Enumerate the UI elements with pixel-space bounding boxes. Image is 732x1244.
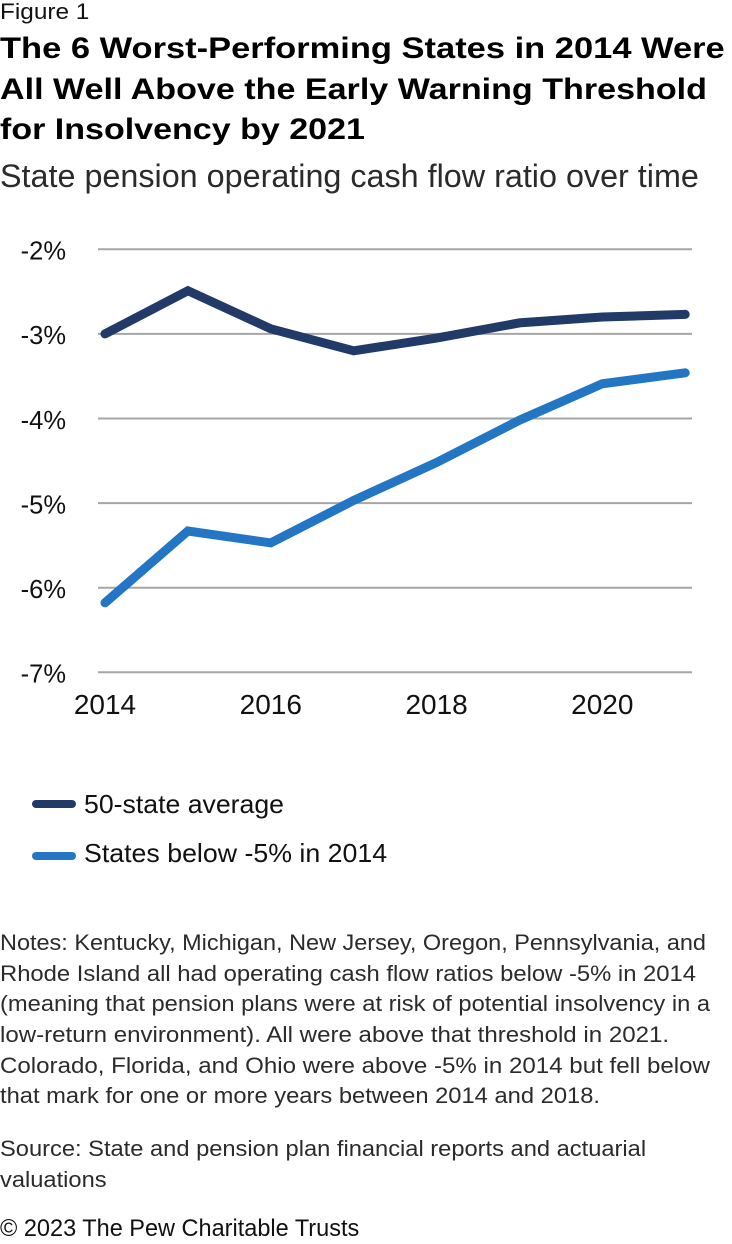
svg-text:2016: 2016: [240, 689, 302, 720]
svg-text:-5%: -5%: [21, 491, 66, 519]
svg-text:-7%: -7%: [21, 661, 66, 689]
svg-text:-2%: -2%: [21, 238, 66, 266]
svg-text:-6%: -6%: [21, 576, 66, 604]
svg-text:2018: 2018: [405, 689, 467, 720]
svg-text:-4%: -4%: [21, 407, 66, 435]
svg-text:2014: 2014: [74, 689, 136, 720]
svg-text:2020: 2020: [571, 689, 633, 720]
svg-text:-3%: -3%: [21, 322, 66, 350]
